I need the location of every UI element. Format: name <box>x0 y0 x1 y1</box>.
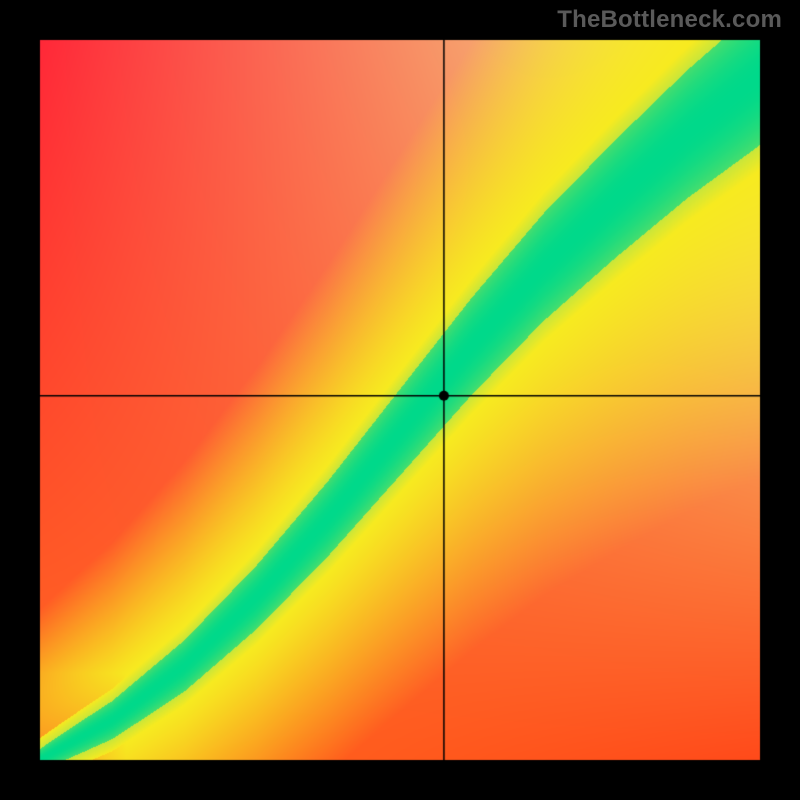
watermark-text: TheBottleneck.com <box>557 6 782 34</box>
heatmap-canvas <box>0 0 800 800</box>
chart-container: TheBottleneck.com <box>0 0 800 800</box>
